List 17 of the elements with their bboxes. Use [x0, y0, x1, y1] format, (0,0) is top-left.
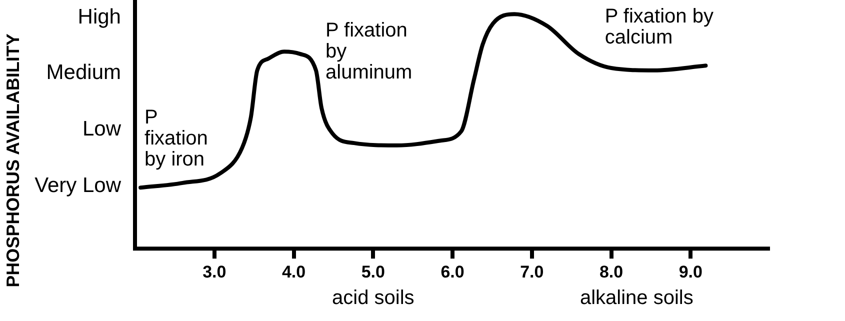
x-tick-label: 9.0	[678, 262, 702, 282]
text: High	[78, 5, 121, 28]
text: Very Low	[34, 174, 122, 197]
x-tick-label: 3.0	[202, 262, 226, 282]
annotation: P fixation by calcium	[604, 6, 714, 49]
x-tick-label: 8.0	[599, 262, 624, 282]
x-tick-label: 7.0	[520, 262, 544, 282]
text: acid soils	[332, 287, 414, 310]
x-tick-label: 6.0	[440, 262, 464, 282]
text: Medium	[46, 60, 121, 84]
text: Low	[82, 117, 122, 140]
x-tick-label: 4.0	[282, 262, 306, 282]
annotation: P fixation by iron	[144, 106, 208, 170]
text: PHOSPHORUS AVAILABILITY	[2, 34, 23, 288]
x-tick-label: 5.0	[361, 262, 385, 282]
text: alkaline soils	[580, 287, 694, 310]
annotation: P fixation by aluminum	[326, 20, 412, 84]
